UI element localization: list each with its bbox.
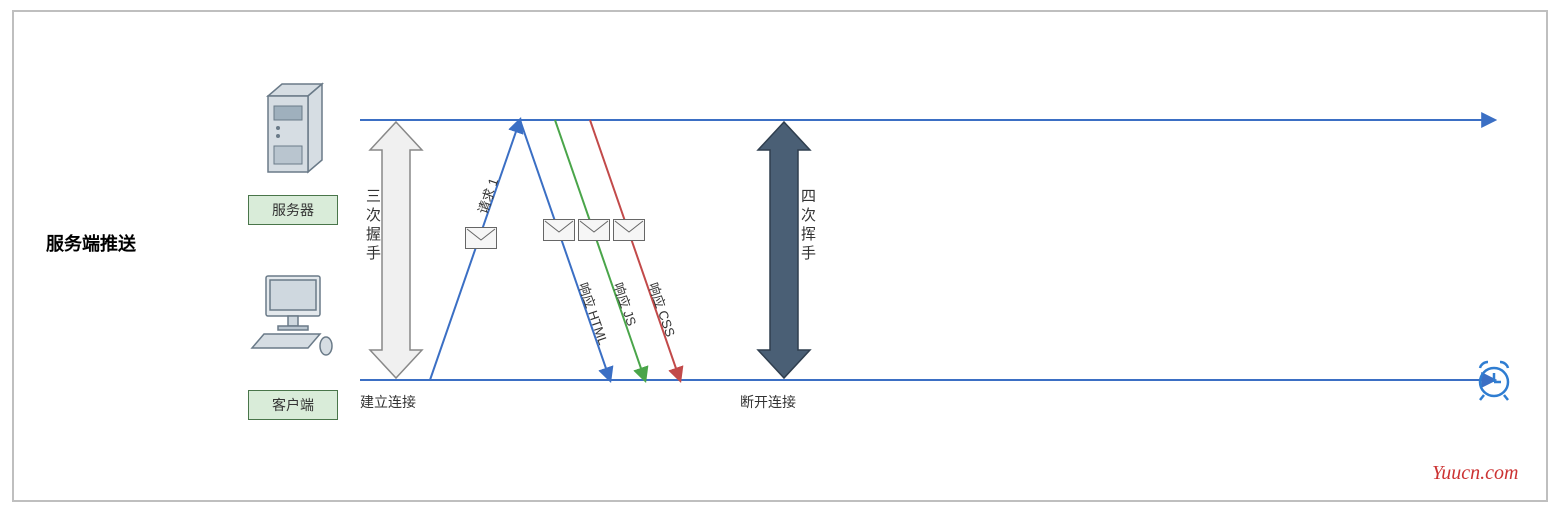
envelope-icon <box>578 219 610 241</box>
wavehand-label: 四次挥手 <box>797 188 818 264</box>
disconnect-label: 断开连接 <box>740 392 796 412</box>
envelope-icon <box>465 227 497 249</box>
diagram-svg <box>0 0 1558 508</box>
connect-label: 建立连接 <box>360 392 416 412</box>
envelope-icon <box>543 219 575 241</box>
clock-icon <box>1472 358 1516 402</box>
handshake-label: 三次握手 <box>362 188 383 264</box>
diagram-frame: 服务端推送 服务器 客户端 <box>0 0 1558 508</box>
envelope-icon <box>613 219 645 241</box>
watermark: Yuucn.com <box>1432 462 1518 485</box>
